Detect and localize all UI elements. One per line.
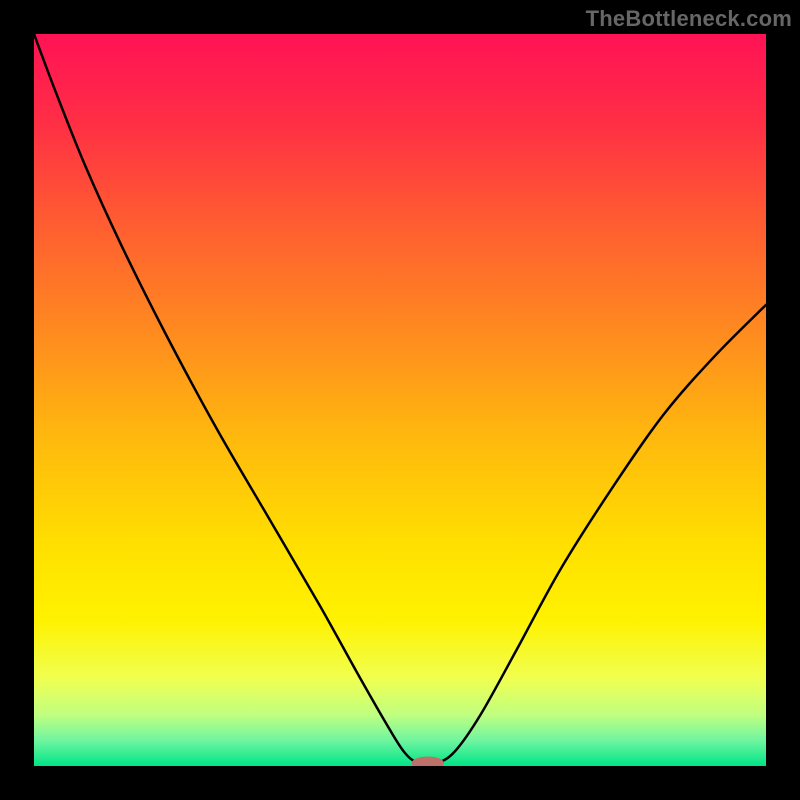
plot-gradient-background — [34, 34, 766, 766]
chart-container: TheBottleneck.com — [0, 0, 800, 800]
bottleneck-chart — [0, 0, 800, 800]
watermark-label: TheBottleneck.com — [586, 6, 792, 32]
